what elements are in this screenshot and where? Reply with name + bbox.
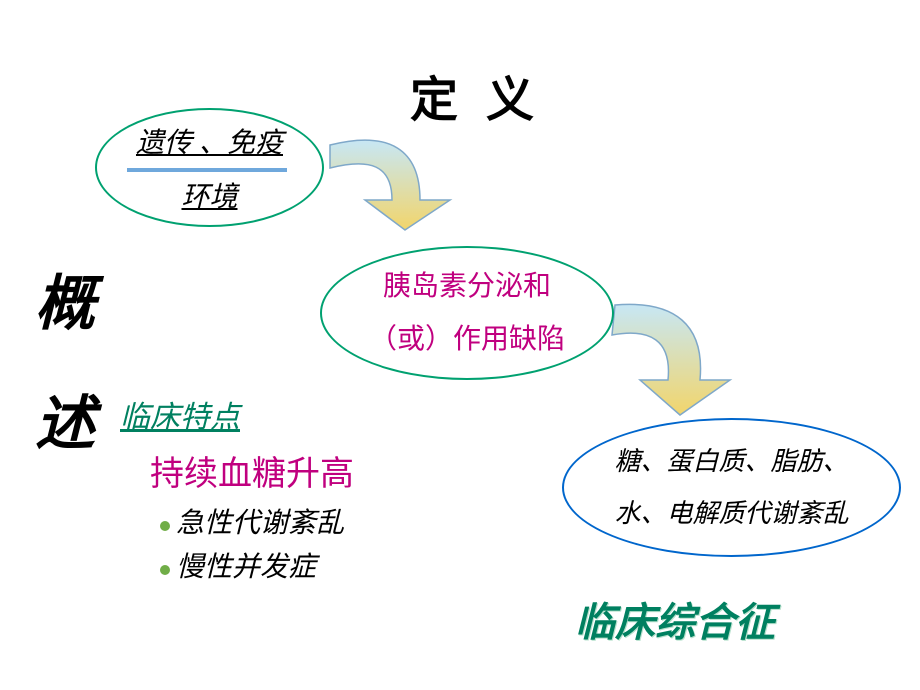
arrow-1-icon bbox=[330, 140, 450, 230]
arrow-2-icon bbox=[612, 304, 730, 415]
bullet-icon bbox=[160, 565, 170, 575]
features-bullet-1-text: 急性代谢紊乱 bbox=[176, 508, 344, 539]
features-bullet-2: 慢性并发症 bbox=[160, 545, 354, 585]
features-bullet-2-text: 慢性并发症 bbox=[176, 552, 316, 583]
blue-underline bbox=[127, 168, 287, 172]
node-causes-line1: 遗传 、免疫 bbox=[136, 121, 283, 161]
features-main: 持续血糖升高 bbox=[150, 446, 354, 495]
clinical-features: 临床特点 持续血糖升高 急性代谢紊乱 慢性并发症 bbox=[120, 392, 354, 585]
node-disorder-line2: 水、电解质代谢紊乱 bbox=[614, 488, 848, 540]
node-defect: 胰岛素分泌和 （或）作用缺陷 bbox=[320, 246, 614, 380]
features-bullet-1: 急性代谢紊乱 bbox=[160, 501, 354, 541]
node-defect-line2: （或）作用缺陷 bbox=[369, 313, 565, 366]
syndrome-label: 临床综合征 bbox=[575, 590, 775, 648]
features-title: 临床特点 bbox=[120, 392, 354, 436]
node-disorder-line1: 糖、蛋白质、脂肪、 bbox=[614, 436, 848, 488]
node-causes: 遗传 、免疫 环境 bbox=[95, 108, 324, 227]
node-disorder: 糖、蛋白质、脂肪、 水、电解质代谢紊乱 bbox=[562, 418, 901, 557]
node-causes-line2: 环境 bbox=[181, 175, 237, 215]
bullet-icon bbox=[160, 521, 170, 531]
node-defect-line1: 胰岛素分泌和 bbox=[383, 260, 551, 313]
